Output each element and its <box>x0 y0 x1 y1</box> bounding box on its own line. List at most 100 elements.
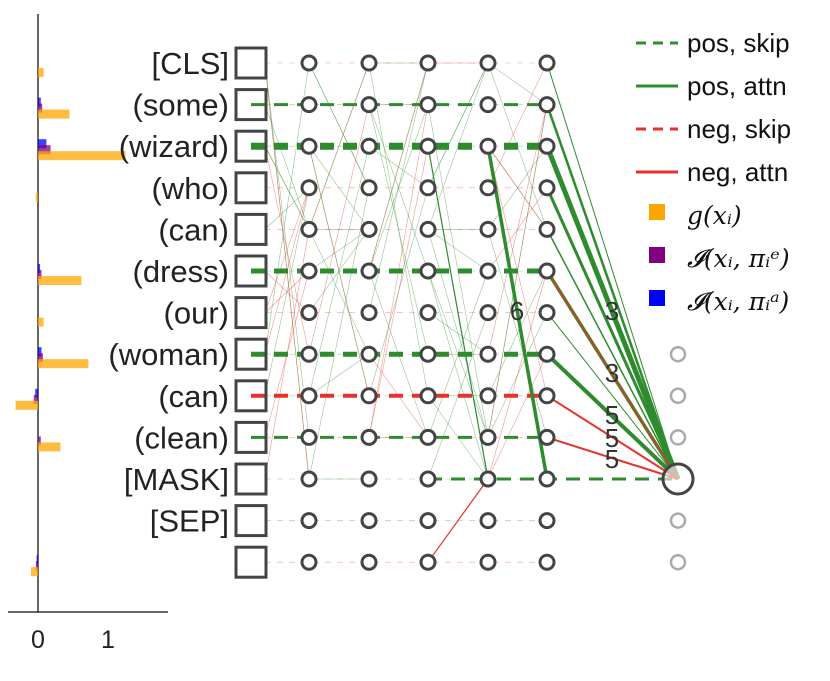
layer-node <box>360 512 378 530</box>
token-label: (our) <box>164 296 229 331</box>
edge-count-label: 6 <box>510 296 524 326</box>
token-label: [SEP] <box>150 504 229 539</box>
final-edge <box>546 436 679 480</box>
attn-edge <box>427 270 489 480</box>
layer-node <box>360 137 378 155</box>
edge-count-label: 3 <box>605 296 619 326</box>
bar-influence-attn <box>38 347 42 357</box>
attn-edge <box>368 145 429 189</box>
layer-node <box>538 262 556 280</box>
layer-node <box>300 179 318 197</box>
bar-influence-attn <box>38 264 41 273</box>
layer-node <box>360 345 378 363</box>
layer-node <box>479 96 497 114</box>
layer-node <box>300 345 318 363</box>
layer-node <box>360 179 378 197</box>
layer-node <box>300 512 318 530</box>
bar-g-value <box>38 151 126 161</box>
token-label: (some) <box>133 88 229 123</box>
layer-node <box>300 553 318 571</box>
attn-edge <box>427 229 489 438</box>
attn-edge <box>264 187 310 313</box>
layer-node <box>300 387 318 405</box>
layer-node <box>538 387 556 405</box>
token-label: (wizard) <box>119 129 229 164</box>
layer-node <box>538 54 556 72</box>
layer-node <box>479 470 497 488</box>
layer-node <box>360 220 378 238</box>
bar-axis-tick: 1 <box>101 626 115 654</box>
bar-influence-attn <box>38 97 41 107</box>
bar-influence-attn <box>35 388 38 398</box>
final-edge <box>544 145 681 480</box>
bar-axis-tick: 0 <box>31 626 45 654</box>
final-edge <box>546 312 679 480</box>
attn-edge <box>264 187 310 396</box>
legend-label: 𝓘(xᵢ, πᵢᵉ) <box>687 244 790 273</box>
attn-edge <box>427 229 489 272</box>
final-edge <box>545 352 680 481</box>
layer-node <box>479 262 497 280</box>
layer-node <box>360 428 378 446</box>
layer-node <box>360 262 378 280</box>
layer-node <box>538 304 556 322</box>
bar-influence-embed <box>33 394 38 404</box>
output-node-faint <box>669 553 687 571</box>
legend-label: 𝓘(xᵢ, πᵢᵃ) <box>687 287 789 316</box>
edge-count-label: 3 <box>605 358 619 388</box>
attn-edge <box>368 62 429 396</box>
attn-edge <box>427 62 489 188</box>
layer-node <box>538 345 556 363</box>
layer-node <box>419 470 437 488</box>
attn-edge <box>368 104 429 272</box>
final-edge <box>545 187 680 480</box>
layer-node <box>360 304 378 322</box>
attn-edge <box>308 146 370 230</box>
final-edge <box>546 394 679 480</box>
layer-node <box>419 179 437 197</box>
token-box <box>234 296 268 330</box>
layer-node <box>419 387 437 405</box>
attn-edge <box>308 353 370 397</box>
attn-edge <box>308 187 370 480</box>
attn-edge <box>487 270 548 396</box>
layer-node <box>538 428 556 446</box>
layer-node <box>419 512 437 530</box>
layer-node <box>479 179 497 197</box>
token-box <box>234 46 268 80</box>
attn-edge <box>308 229 370 272</box>
token-box <box>234 88 268 122</box>
layer-node <box>538 470 556 488</box>
bar-influence-embed <box>35 561 38 571</box>
attn-edge <box>368 187 429 396</box>
layer-node <box>479 220 497 238</box>
legend-label: g(xᵢ) <box>687 201 742 230</box>
layer-node <box>419 220 437 238</box>
output-node-mask <box>661 462 695 496</box>
layer-node <box>538 512 556 530</box>
token-label: (clean) <box>134 420 229 455</box>
token-box <box>234 337 268 371</box>
layer-node <box>360 470 378 488</box>
token-label: (can) <box>158 212 229 247</box>
legend-square-swatch <box>649 290 665 306</box>
bar-g-value <box>38 317 44 327</box>
bar-g-value <box>38 109 70 119</box>
layer-node <box>419 428 437 446</box>
final-edge <box>546 270 679 480</box>
edge-count-label: 5 <box>605 423 619 453</box>
bar-influence-attn <box>38 139 47 149</box>
layer-node <box>419 345 437 363</box>
token-box <box>234 545 268 579</box>
layer-node <box>419 137 437 155</box>
token-box <box>234 504 268 538</box>
attn-edge <box>487 187 548 272</box>
final-edge <box>546 62 679 480</box>
layer-node <box>538 137 556 155</box>
attn-edge <box>308 62 370 188</box>
bar-g-value <box>38 359 89 369</box>
layer-node <box>360 54 378 72</box>
final-edge <box>546 229 679 480</box>
bar-g-value <box>15 400 39 410</box>
output-node-faint <box>669 387 687 405</box>
